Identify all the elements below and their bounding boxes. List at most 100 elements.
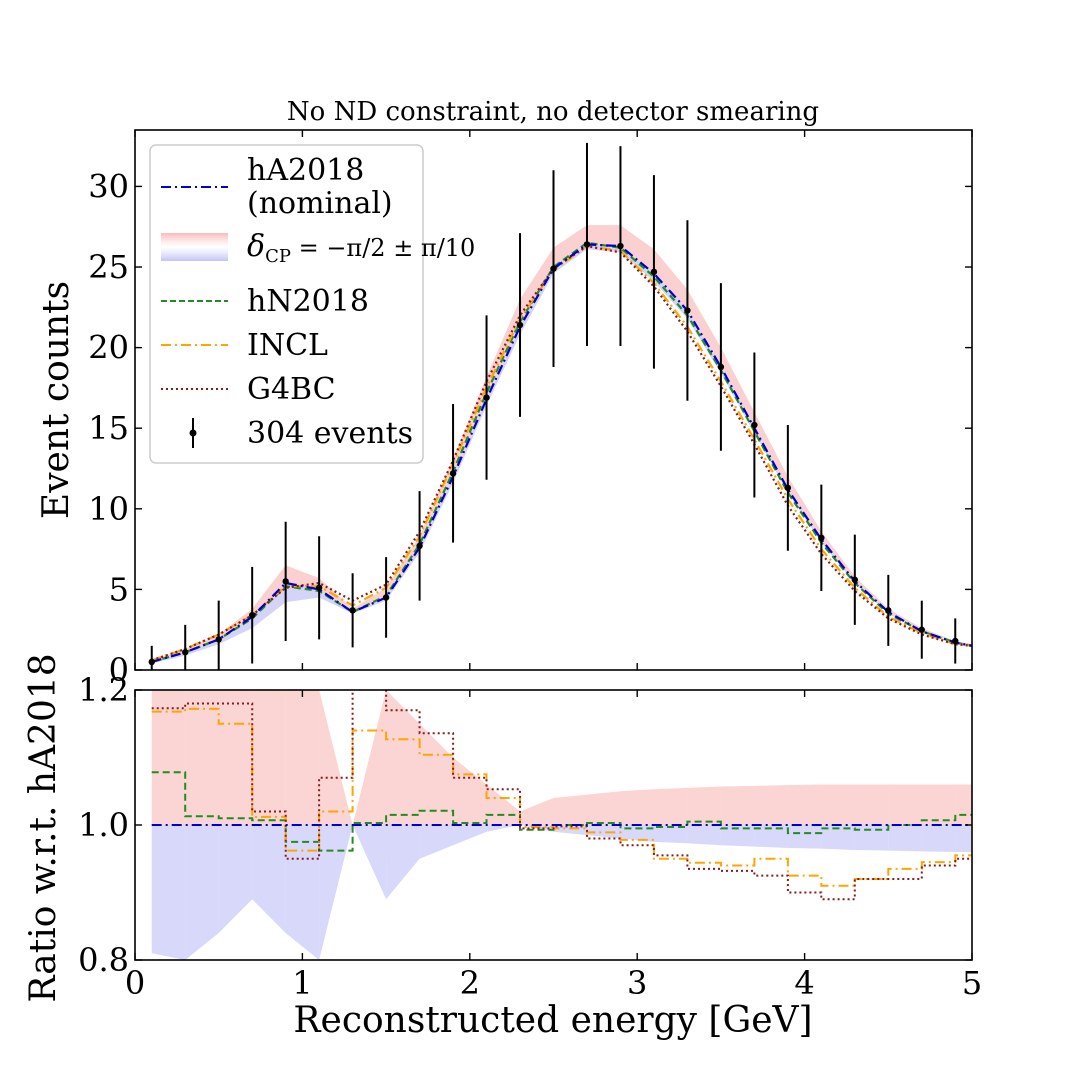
ratio-band-lower-segment	[151, 825, 186, 960]
band-lower-segment	[453, 399, 487, 484]
ratio-band-upper-segment	[252, 690, 286, 825]
y-tick-label: 25	[88, 248, 129, 286]
legend-entry-dcp-band: δCP = −π/2 ± π/10	[161, 229, 475, 267]
band-upper-segment	[687, 289, 721, 367]
ratio-band-upper-segment	[352, 690, 387, 825]
ratio-band-upper-segment	[921, 784, 956, 825]
top-y-ticks: 0 5 10 15 20 25 30	[88, 167, 972, 689]
data-point	[282, 578, 289, 585]
ratio-step-g4bc	[151, 690, 972, 901]
x-tick-label: 2	[460, 964, 480, 1002]
data-point	[248, 611, 256, 619]
y-tick-label: 1.0	[78, 806, 129, 844]
data-point	[784, 484, 792, 492]
band-upper-segment	[520, 247, 554, 327]
y-tick-label: 5	[109, 570, 129, 608]
y-tick-label: 10	[88, 490, 129, 528]
data-point	[650, 268, 658, 276]
series-line-ha2018	[151, 243, 972, 663]
legend-label-g4bc: G4BC	[247, 372, 336, 407]
legend-entry-g4bc: G4BC	[161, 372, 336, 407]
ratio-band-lower-segment	[787, 825, 822, 849]
band-upper-segment	[586, 225, 621, 247]
ratio-band-upper-segment	[754, 785, 788, 825]
x-axis-label: Reconstructed energy [GeV]	[293, 1000, 812, 1041]
bottom-y-ticks: 0.8 1.0 1.2	[78, 671, 972, 979]
band-lower-segment	[620, 246, 654, 282]
legend-label-hn2018: hN2018	[247, 284, 369, 319]
y-tick-label: 0.8	[78, 941, 129, 979]
legend-dcp-suffix: = −π/2 ± π/10	[291, 234, 475, 262]
bottom-x-ticks: 0 1 2 3 4 5	[125, 690, 982, 1002]
ratio-band-lower-segment	[486, 825, 521, 832]
ratio-band-lower-segment	[854, 825, 889, 851]
data-point	[851, 576, 859, 583]
x-tick-label: 3	[627, 964, 647, 1002]
legend-dcp-sub: CP	[265, 246, 291, 267]
model-lines-top	[151, 241, 972, 663]
legend: hA2018 (nominal) δCP = −π/2 ± π/10 hN201…	[149, 144, 475, 464]
band-upper-segment	[720, 347, 755, 429]
top-plot-frame	[134, 129, 973, 671]
ratio-band-upper-segment	[486, 784, 521, 825]
ratio-band-lower-segment	[687, 825, 721, 846]
ratio-band-upper-segment	[687, 786, 721, 825]
ratio-band-lower-segment	[419, 825, 454, 859]
ratio-band-lower-segment	[720, 825, 755, 847]
legend-label-nominal: (nominal)	[247, 186, 393, 221]
ratio-band-upper-segment	[586, 791, 621, 825]
data-point	[818, 534, 825, 542]
ratio-band-upper-segment	[520, 798, 554, 825]
data-point	[952, 637, 959, 645]
legend-swatch-data-point	[189, 429, 197, 437]
ratio-band-lower-segment	[888, 825, 922, 852]
data-point	[751, 421, 758, 429]
legend-swatch-dcp-band	[161, 233, 228, 261]
ratio-step-incl	[151, 707, 972, 887]
legend-entry-incl: INCL	[161, 328, 328, 363]
ratio-band-upper-segment	[218, 690, 253, 825]
series-line-g4bc	[151, 244, 972, 662]
ratio-band-upper-segment	[854, 784, 889, 825]
chart-title: No ND constraint, no detector smearing	[287, 97, 819, 127]
data-point	[483, 394, 490, 401]
ratio-band-upper-segment	[888, 784, 922, 825]
ratio-band-upper-segment	[285, 690, 320, 825]
top-x-ticks	[134, 130, 973, 670]
data-point	[684, 307, 691, 314]
bottom-panel: 0.8 1.0 1.2 0 1 2 3 4 5 Ratio w.r.t. hA2018 Rec…	[23, 653, 982, 1041]
legend-dcp-prefix: δ	[247, 229, 265, 264]
data-point	[349, 607, 356, 614]
ratio-band-upper-segment	[821, 784, 855, 825]
bottom-y-axis-label: Ratio w.r.t. hA2018	[23, 653, 64, 1002]
ratio-band-upper-segment	[720, 785, 755, 825]
y-tick-label: 0	[109, 651, 129, 689]
ratio-band-lower-segment	[352, 825, 387, 900]
ratio-band-upper-segment	[419, 723, 454, 825]
data-point	[550, 265, 557, 272]
data-point	[918, 626, 925, 633]
ratio-band-lower-segment	[921, 825, 956, 852]
band-lower-segment	[754, 428, 788, 493]
band-upper-segment	[352, 587, 387, 612]
band-lower-segment	[486, 326, 521, 406]
ratio-band-lower-segment	[653, 825, 688, 844]
ratio-band-lower-segment	[252, 825, 286, 933]
ratio-band-upper-segment	[453, 757, 487, 825]
x-tick-label: 1	[292, 964, 312, 1002]
data-point	[315, 584, 323, 591]
series-line-hn2018	[151, 241, 972, 663]
band-upper-segment	[787, 476, 822, 540]
ratio-band-upper-segment	[151, 690, 186, 825]
data-point	[617, 242, 624, 250]
ratio-band-lower-segment	[386, 825, 420, 900]
band-upper-segment	[620, 225, 654, 274]
data-point	[449, 470, 457, 477]
ratio-band-upper-segment	[185, 690, 219, 825]
ratio-band-upper-segment	[653, 787, 688, 825]
top-panel: No ND constraint, no detector smearing 0…	[36, 97, 973, 689]
ratio-band-upper-segment	[386, 690, 420, 825]
ratio-band-upper-segment	[620, 789, 654, 825]
x-tick-label: 5	[962, 964, 982, 1002]
y-tick-label: 20	[88, 329, 129, 367]
